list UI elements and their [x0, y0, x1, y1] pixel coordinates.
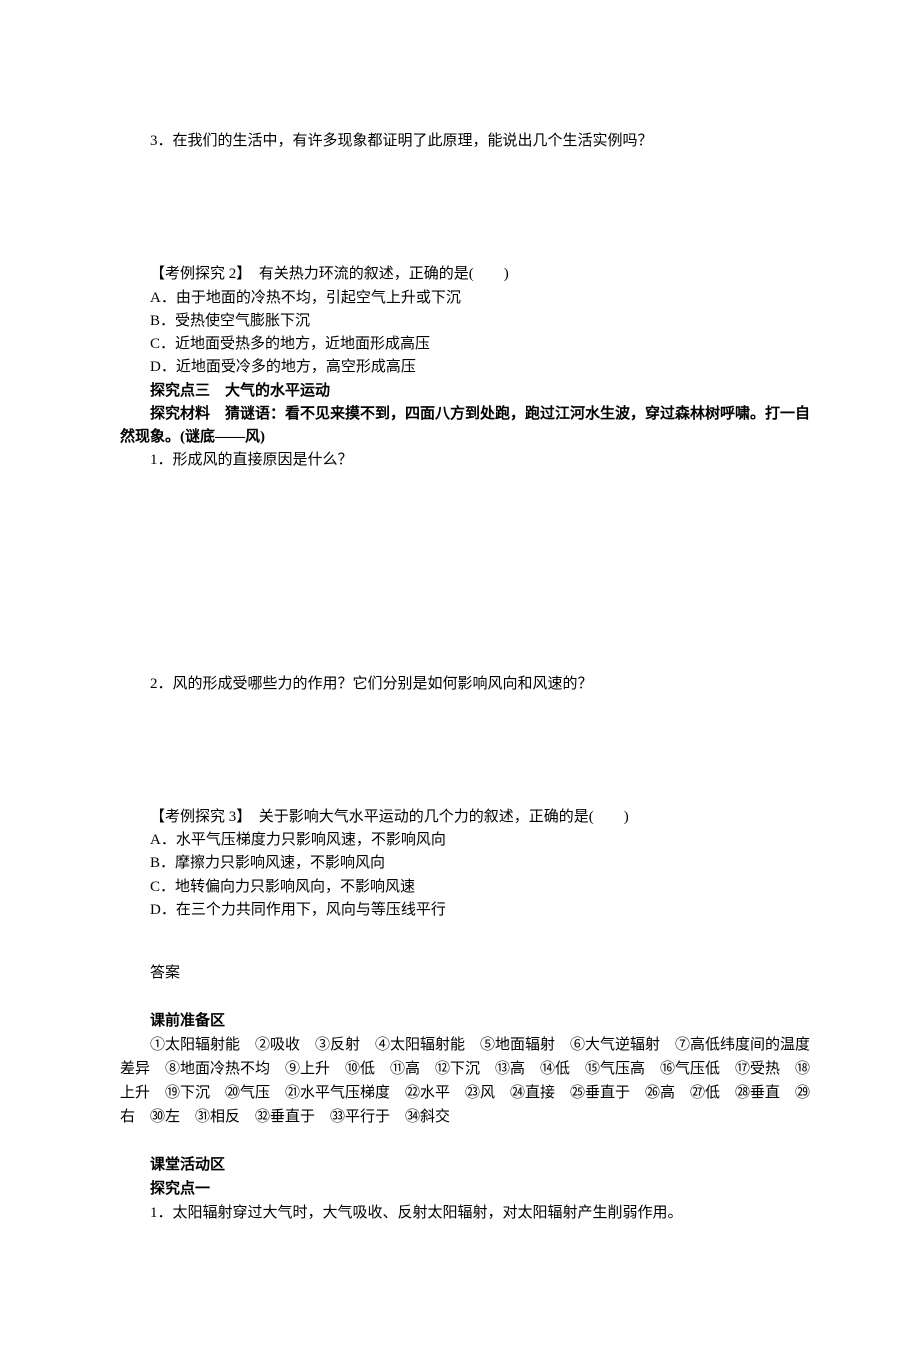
- class-heading: 课堂活动区: [120, 1153, 810, 1177]
- section-3-heading: 探究点三 大气的水平运动: [120, 380, 810, 403]
- example-3-option-c: C．地转偏向力只影响风向，不影响风速: [120, 876, 810, 899]
- example-2-option-b: B．受热使空气膨胀下沉: [120, 310, 810, 333]
- section-3-q1: 1．形成风的直接原因是什么？: [120, 449, 810, 472]
- example-3-option-b: B．摩擦力只影响风速，不影响风向: [120, 852, 810, 875]
- example-2-title: 【考例探究 2】 有关热力环流的叙述，正确的是( ): [120, 263, 810, 286]
- example-2-option-c: C．近地面受热多的地方，近地面形成高压: [120, 333, 810, 356]
- section-3-material: 探究材料 猜谜语：看不见来摸不到，四面八方到处跑，跑过江河水生波，穿过森林树呼啸…: [120, 403, 810, 450]
- example-2-option-d: D．近地面受冷多的地方，高空形成高压: [120, 356, 810, 379]
- point-1-line: 1．太阳辐射穿过大气时，大气吸收、反射太阳辐射，对太阳辐射产生削弱作用。: [120, 1201, 810, 1225]
- point-1-heading: 探究点一: [120, 1177, 810, 1201]
- question-3: 3．在我们的生活中，有许多现象都证明了此原理，能说出几个生活实例吗？: [120, 130, 810, 153]
- example-3-title: 【考例探究 3】 关于影响大气水平运动的几个力的叙述，正确的是( ): [120, 806, 810, 829]
- prep-heading: 课前准备区: [120, 1009, 810, 1033]
- example-3-option-a: A．水平气压梯度力只影响风速，不影响风向: [120, 829, 810, 852]
- example-3-option-d: D．在三个力共同作用下，风向与等压线平行: [120, 899, 810, 922]
- example-2-option-a: A．由于地面的冷热不均，引起空气上升或下沉: [120, 287, 810, 310]
- section-3-q2: 2．风的形成受哪些力的作用？它们分别是如何影响风向和风速的？: [120, 673, 810, 696]
- prep-answers-line: ①太阳辐射能 ②吸收 ③反射 ④太阳辐射能 ⑤地面辐射 ⑥大气逆辐射 ⑦高低纬度…: [120, 1033, 810, 1129]
- answers-heading: 答案: [120, 962, 810, 985]
